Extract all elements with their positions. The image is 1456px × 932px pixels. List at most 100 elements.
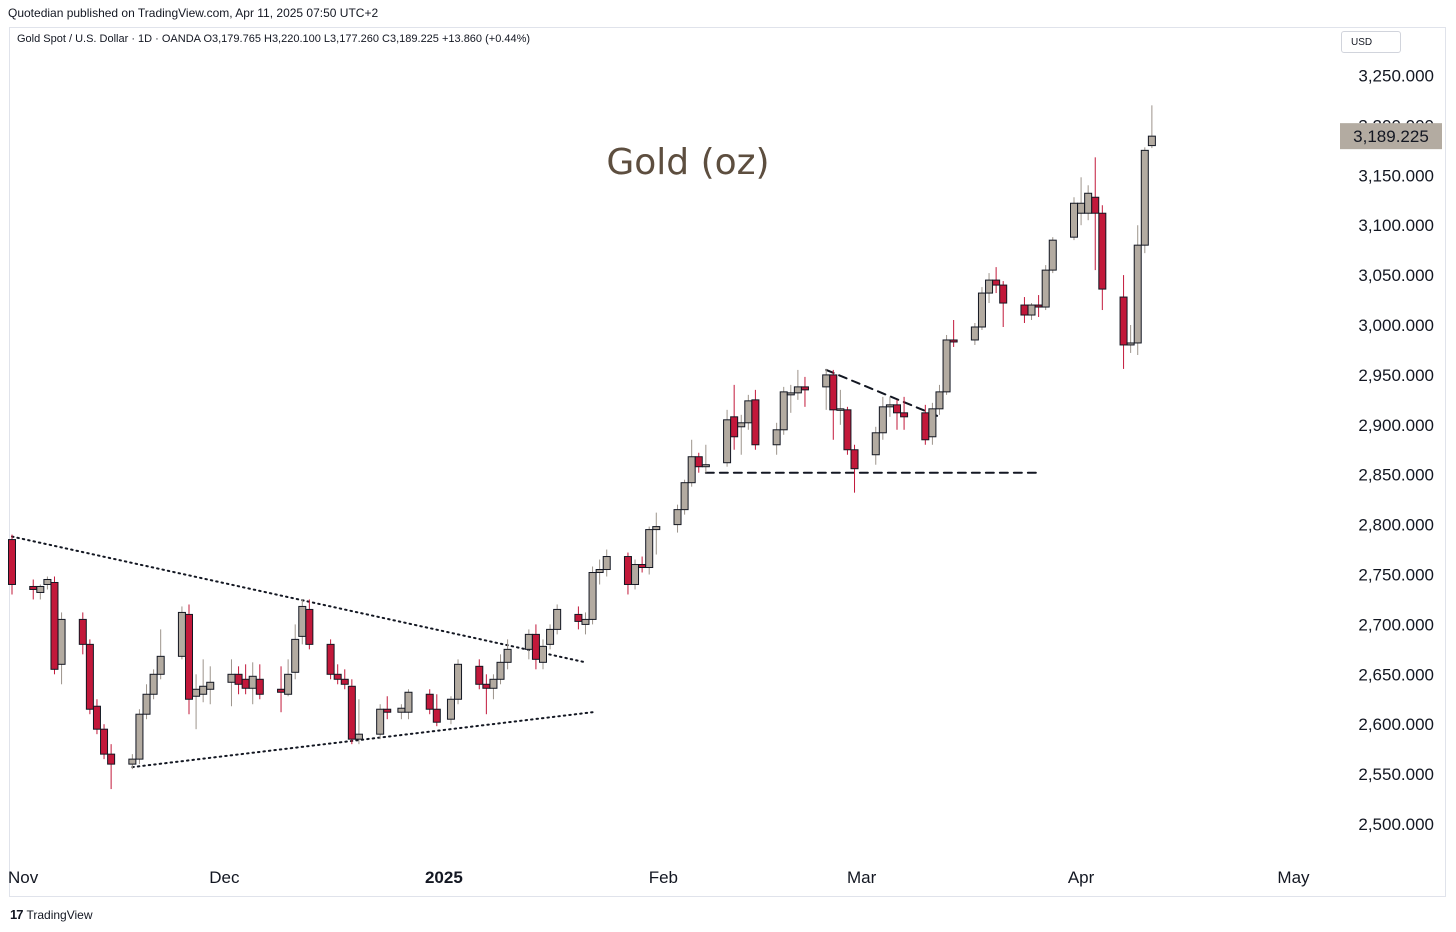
candle-body-up: [1077, 202, 1086, 214]
y-tick-label: 2,500.000: [1358, 815, 1434, 834]
candle-body-down: [1098, 212, 1107, 290]
candle-body-up: [135, 713, 144, 760]
candle: [1140, 147, 1149, 254]
candle-body-down: [638, 564, 647, 569]
candle-body-up: [57, 618, 66, 665]
candle: [333, 664, 342, 685]
candle-body-up: [793, 386, 802, 394]
candle-body-up: [588, 572, 597, 620]
candle-body-up: [871, 432, 880, 456]
candle: [992, 267, 1001, 294]
candle-body-down: [1034, 304, 1043, 308]
last-price-label: 3,189.225: [1353, 127, 1429, 146]
candle: [779, 386, 788, 435]
candle-body-down: [999, 284, 1008, 304]
y-tick-label: 2,800.000: [1358, 516, 1434, 535]
candle: [404, 689, 413, 720]
candle: [1070, 197, 1078, 241]
candle: [227, 659, 236, 707]
candle: [284, 659, 293, 697]
candle: [496, 654, 505, 685]
candle: [199, 659, 208, 703]
candle: [1084, 185, 1093, 221]
candle-body-down: [255, 678, 264, 695]
candle-body-down: [185, 613, 193, 700]
candle-body-down: [340, 678, 349, 685]
candle-body-down: [949, 339, 958, 343]
candle-body-up: [645, 529, 654, 569]
candle-body-down: [751, 399, 760, 446]
candle-body-down: [277, 688, 286, 693]
candle-body-up: [935, 391, 944, 410]
candle: [454, 659, 463, 705]
y-axis: 2,500.000 2,550.000 2,600.000 2,650.000 2,70…: [1358, 67, 1434, 835]
tradingview-logo-icon: 17: [10, 907, 24, 922]
candle-body-down: [29, 585, 38, 590]
candle-body-down: [850, 449, 859, 470]
x-tick-label: Feb: [649, 868, 678, 887]
candle: [638, 556, 647, 573]
candle: [900, 396, 909, 430]
candle: [43, 576, 52, 590]
candle: [1027, 303, 1036, 321]
y-tick-label: 2,750.000: [1358, 566, 1434, 585]
candle-body-down: [1119, 296, 1128, 346]
candle: [737, 414, 746, 455]
candle: [277, 666, 286, 713]
candle-body-down: [241, 678, 250, 689]
candle: [942, 334, 951, 395]
candle: [78, 612, 87, 655]
candle: [100, 724, 109, 760]
candle-body-down: [730, 416, 739, 438]
candle-body-up: [404, 691, 413, 713]
candle-body-up: [631, 564, 640, 585]
y-tick-label: 2,600.000: [1358, 715, 1434, 734]
candle: [744, 394, 753, 430]
x-tick-label: 2025: [425, 868, 463, 887]
candle: [376, 704, 385, 740]
candle-body-down: [800, 386, 809, 391]
candle-body-up: [1147, 135, 1156, 147]
candle: [1048, 237, 1057, 274]
candle: [185, 604, 193, 715]
candle: [999, 281, 1008, 327]
candle: [829, 369, 838, 440]
candle: [149, 669, 158, 700]
candle: [843, 406, 852, 455]
candle: [489, 674, 498, 700]
candle-body-down: [893, 404, 901, 414]
candle: [425, 689, 434, 715]
candle: [574, 606, 583, 630]
candle-body-down: [921, 412, 930, 441]
candle: [291, 624, 300, 680]
candle: [128, 754, 137, 770]
candle: [1133, 225, 1142, 355]
candle: [1098, 205, 1107, 311]
candle-body-down: [8, 539, 16, 585]
candle-body-up: [142, 693, 151, 715]
candle: [822, 368, 831, 410]
candle-body-up: [786, 392, 795, 396]
y-tick-label: 3,050.000: [1358, 266, 1434, 285]
candle: [298, 599, 307, 645]
candle-body-down: [1091, 196, 1100, 214]
candle-body-up: [1070, 202, 1078, 238]
candle-body-down: [432, 708, 441, 723]
candle: [935, 384, 944, 415]
candle: [475, 659, 484, 690]
candle: [142, 684, 151, 720]
candle-body-up: [602, 556, 611, 571]
candle: [885, 396, 894, 417]
candle: [340, 669, 349, 690]
candle: [928, 402, 937, 445]
candle: [985, 273, 994, 304]
symbol-legend: Gold Spot / U.S. Dollar · 1D · OANDA O3,…: [17, 33, 531, 45]
y-tick-label: 2,650.000: [1358, 665, 1434, 684]
candle: [1147, 105, 1156, 149]
dashed-line: [825, 368, 941, 418]
candle: [255, 664, 264, 700]
currency-selector[interactable]: USD: [1341, 31, 1401, 53]
candle: [1041, 265, 1050, 311]
y-tick-label: 3,250.000: [1358, 67, 1434, 86]
